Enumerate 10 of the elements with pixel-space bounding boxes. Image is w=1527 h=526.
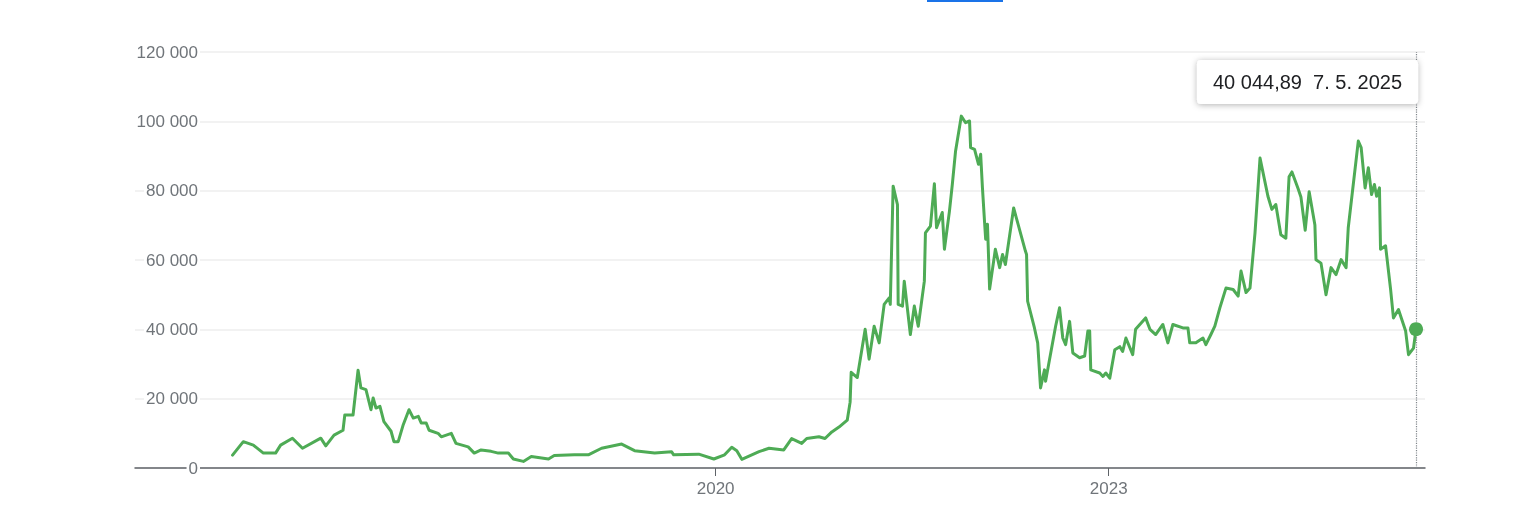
y-tick-label: 100 000 [136, 111, 198, 131]
x-tick-label: 2020 [696, 479, 735, 498]
y-tick-label: 80 000 [146, 181, 198, 201]
ref-line-label: 40 044,89 7. 5. 2025 [1212, 71, 1403, 93]
y-tick-label: 20 000 [146, 389, 198, 409]
x-tick-label: 2023 [1089, 479, 1128, 498]
y-tick-label: 40 000 [146, 319, 198, 339]
y-tick-label: 60 000 [146, 250, 198, 270]
y-tick-label: 0 [188, 458, 198, 478]
y-tick-label: 120 000 [136, 42, 198, 62]
